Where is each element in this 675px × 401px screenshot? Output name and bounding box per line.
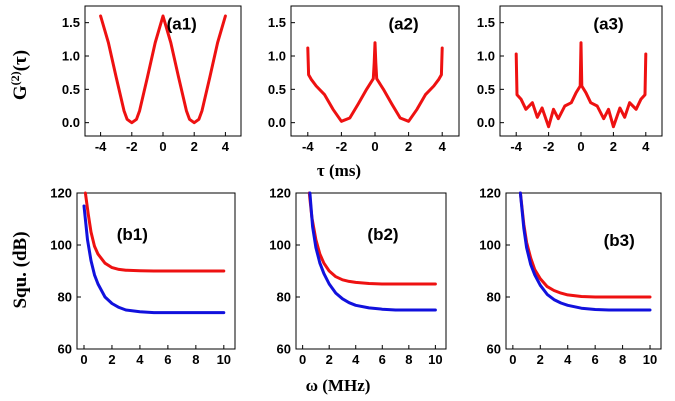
- x-tick-label: -2: [336, 139, 348, 154]
- x-tick-label: 0: [299, 352, 306, 367]
- y-tick-label: 120: [269, 186, 291, 201]
- y-tick-label: 100: [269, 238, 291, 253]
- x-tick-label: 4: [439, 139, 447, 154]
- y-tick-label: 0.0: [477, 115, 495, 130]
- x-tick-label: -4: [95, 139, 107, 154]
- panel-b3: 0 2 4 6 8 10 60 80 100 120 (b3): [479, 186, 662, 367]
- series-line-red: [306, 41, 444, 123]
- x-tick-label: 0: [509, 352, 516, 367]
- x-tick-label: 2: [326, 352, 333, 367]
- panel-label: (b1): [117, 225, 148, 244]
- top-y-axis-label-sup: (2): [8, 71, 22, 85]
- x-tick-label: 8: [192, 352, 199, 367]
- bottom-x-axis-label: ω (MHz): [306, 376, 371, 395]
- y-tick-label: 80: [277, 290, 291, 305]
- x-tick-label: 6: [592, 352, 599, 367]
- x-tick-label: 2: [537, 352, 544, 367]
- y-tick-label: 0.0: [268, 115, 286, 130]
- y-tick-label: 1.0: [268, 49, 286, 64]
- y-tick-label: 60: [487, 342, 501, 357]
- top-x-axis-label: τ (ms): [317, 161, 361, 180]
- x-tick-label: 4: [222, 139, 230, 154]
- panel-b1: 0 2 4 6 8 10 60 80 100 120 (b1): [50, 186, 236, 367]
- x-tick-label: 4: [352, 352, 360, 367]
- x-tick-label: 2: [108, 352, 115, 367]
- panel-label: (b2): [367, 225, 398, 244]
- series-line-blue: [308, 191, 437, 312]
- series-line-red: [307, 191, 437, 286]
- x-tick-label: -2: [126, 139, 138, 154]
- x-tick-label: 10: [643, 352, 657, 367]
- x-tick-label: 4: [136, 352, 144, 367]
- y-tick-label: 1.5: [62, 15, 80, 30]
- x-tick-label: -4: [302, 139, 314, 154]
- top-y-axis-label-arg: (τ): [10, 50, 31, 71]
- x-tick-label: 6: [379, 352, 386, 367]
- x-tick-label: 2: [405, 139, 412, 154]
- x-tick-label: 10: [428, 352, 442, 367]
- plot-frame: [505, 192, 662, 350]
- panel-label: (a3): [593, 14, 623, 33]
- y-tick-label: 120: [479, 186, 501, 201]
- plot-frame: [84, 5, 242, 137]
- panel-b2: 0 2 4 6 8 10 60 80 100 120 (b2): [269, 186, 447, 367]
- y-tick-label: 0.5: [62, 82, 80, 97]
- x-tick-label: 0: [159, 139, 166, 154]
- x-tick-label: 2: [610, 139, 617, 154]
- panels-group: -4 -2 0 2 4 0.0 0.5 1.0 1.5 (a1) -4 -2 0 2 4 0.0 0.5 1.0 1…: [50, 5, 663, 367]
- x-tick-label: 2: [191, 139, 198, 154]
- series-line-blue: [518, 191, 652, 312]
- y-tick-label: 80: [487, 290, 501, 305]
- y-tick-label: 1.0: [62, 49, 80, 64]
- series-line-red: [99, 14, 227, 125]
- y-tick-label: 0.5: [477, 82, 495, 97]
- x-tick-label: 0: [371, 139, 378, 154]
- y-tick-label: 80: [58, 290, 72, 305]
- y-tick-label: 100: [50, 238, 72, 253]
- x-tick-label: 0: [80, 352, 87, 367]
- series-line-blue: [82, 204, 226, 315]
- panel-a3: -4 -2 0 2 4 0.0 0.5 1.0 1.5 (a3): [477, 5, 663, 154]
- top-y-axis-label: G(2)(τ): [8, 50, 31, 100]
- panel-label: (a2): [388, 14, 418, 33]
- y-tick-label: 1.5: [268, 15, 286, 30]
- series-line-red: [514, 41, 648, 129]
- x-tick-label: 8: [405, 352, 412, 367]
- y-tick-label: 120: [50, 186, 72, 201]
- y-tick-label: 60: [277, 342, 291, 357]
- y-tick-label: 1.0: [477, 49, 495, 64]
- x-tick-label: 10: [217, 352, 231, 367]
- y-tick-label: 1.5: [477, 15, 495, 30]
- x-tick-label: 6: [164, 352, 171, 367]
- x-tick-label: 4: [642, 139, 650, 154]
- x-tick-label: 0: [577, 139, 584, 154]
- plot-frame: [76, 192, 236, 350]
- x-tick-label: -4: [510, 139, 522, 154]
- y-tick-label: 60: [58, 342, 72, 357]
- top-y-axis-label-main: G: [10, 85, 31, 100]
- x-tick-label: 8: [619, 352, 626, 367]
- panel-a2: -4 -2 0 2 4 0.0 0.5 1.0 1.5 (a2): [268, 5, 460, 154]
- bottom-y-axis-label: Squ. (dB): [10, 231, 31, 308]
- y-tick-label: 0.0: [62, 115, 80, 130]
- y-tick-label: 100: [479, 238, 501, 253]
- panel-label: (a1): [167, 14, 197, 33]
- panel-label: (b3): [604, 231, 635, 250]
- panel-a1: -4 -2 0 2 4 0.0 0.5 1.0 1.5 (a1): [62, 5, 242, 154]
- y-tick-label: 0.5: [268, 82, 286, 97]
- x-tick-label: -2: [543, 139, 555, 154]
- series-line-red: [83, 191, 226, 273]
- x-tick-label: 4: [564, 352, 572, 367]
- plot-frame: [295, 192, 447, 350]
